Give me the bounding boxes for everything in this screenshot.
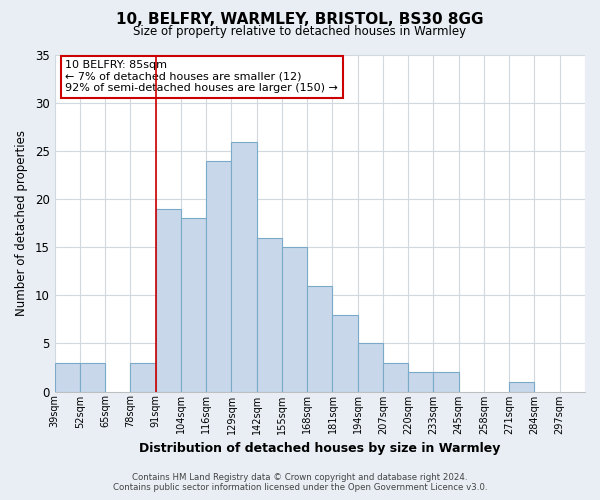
Bar	[155, 209, 181, 392]
X-axis label: Distribution of detached houses by size in Warmley: Distribution of detached houses by size …	[139, 442, 500, 455]
Bar	[130, 362, 155, 392]
Bar	[383, 362, 408, 392]
Bar	[307, 286, 332, 392]
Text: Contains HM Land Registry data © Crown copyright and database right 2024.
Contai: Contains HM Land Registry data © Crown c…	[113, 473, 487, 492]
Bar	[232, 142, 257, 392]
Bar	[408, 372, 433, 392]
Bar	[55, 362, 80, 392]
Bar	[257, 238, 282, 392]
Bar	[433, 372, 459, 392]
Text: 10, BELFRY, WARMLEY, BRISTOL, BS30 8GG: 10, BELFRY, WARMLEY, BRISTOL, BS30 8GG	[116, 12, 484, 28]
Bar	[332, 314, 358, 392]
Text: 10 BELFRY: 85sqm
← 7% of detached houses are smaller (12)
92% of semi-detached h: 10 BELFRY: 85sqm ← 7% of detached houses…	[65, 60, 338, 93]
Bar	[282, 248, 307, 392]
Bar	[206, 161, 232, 392]
Y-axis label: Number of detached properties: Number of detached properties	[15, 130, 28, 316]
Text: Size of property relative to detached houses in Warmley: Size of property relative to detached ho…	[133, 25, 467, 38]
Bar	[80, 362, 105, 392]
Bar	[509, 382, 535, 392]
Bar	[358, 344, 383, 392]
Bar	[181, 218, 206, 392]
